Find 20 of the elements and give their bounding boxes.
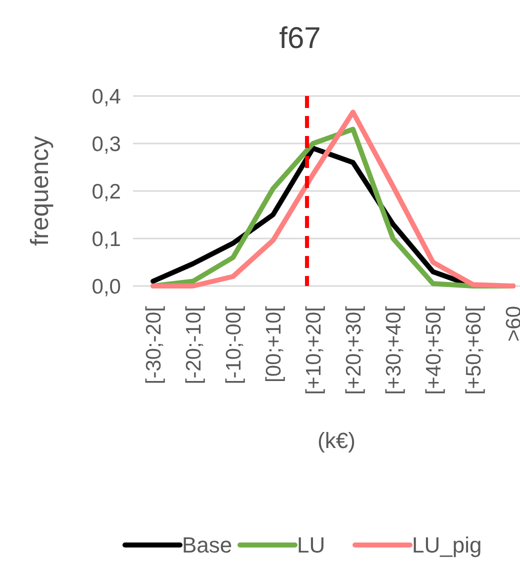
legend-label: Base [182,532,232,558]
x-tick-label: [-30;-20[ [142,306,166,384]
y-axis-title: frequency [26,136,54,246]
x-tick-label: [+50;+60[ [462,306,486,395]
x-tick-label: [+40;+50[ [422,306,446,395]
x-tick-label: [00;+10[ [262,306,286,382]
x-tick-label: [+10;+20[ [302,306,326,395]
legend-label: LU [297,532,326,558]
x-axis-title: (k€) [318,428,356,453]
chart-title: f67 [279,22,321,55]
x-tick-label: [+30;+40[ [382,306,406,395]
x-tick-label: [-20;-10[ [182,306,206,384]
y-tick-label: 0,0 [92,275,121,298]
legend-label: LU_pig [412,532,482,558]
y-tick-label: 0,3 [92,132,121,156]
y-tick-label: 0,2 [92,180,121,204]
y-tick-label: 0,1 [92,228,121,251]
y-tick-label: 0,4 [92,85,122,108]
x-tick-label: [-10;-00[ [222,306,246,384]
x-tick-label: [+20;+30[ [342,306,366,395]
